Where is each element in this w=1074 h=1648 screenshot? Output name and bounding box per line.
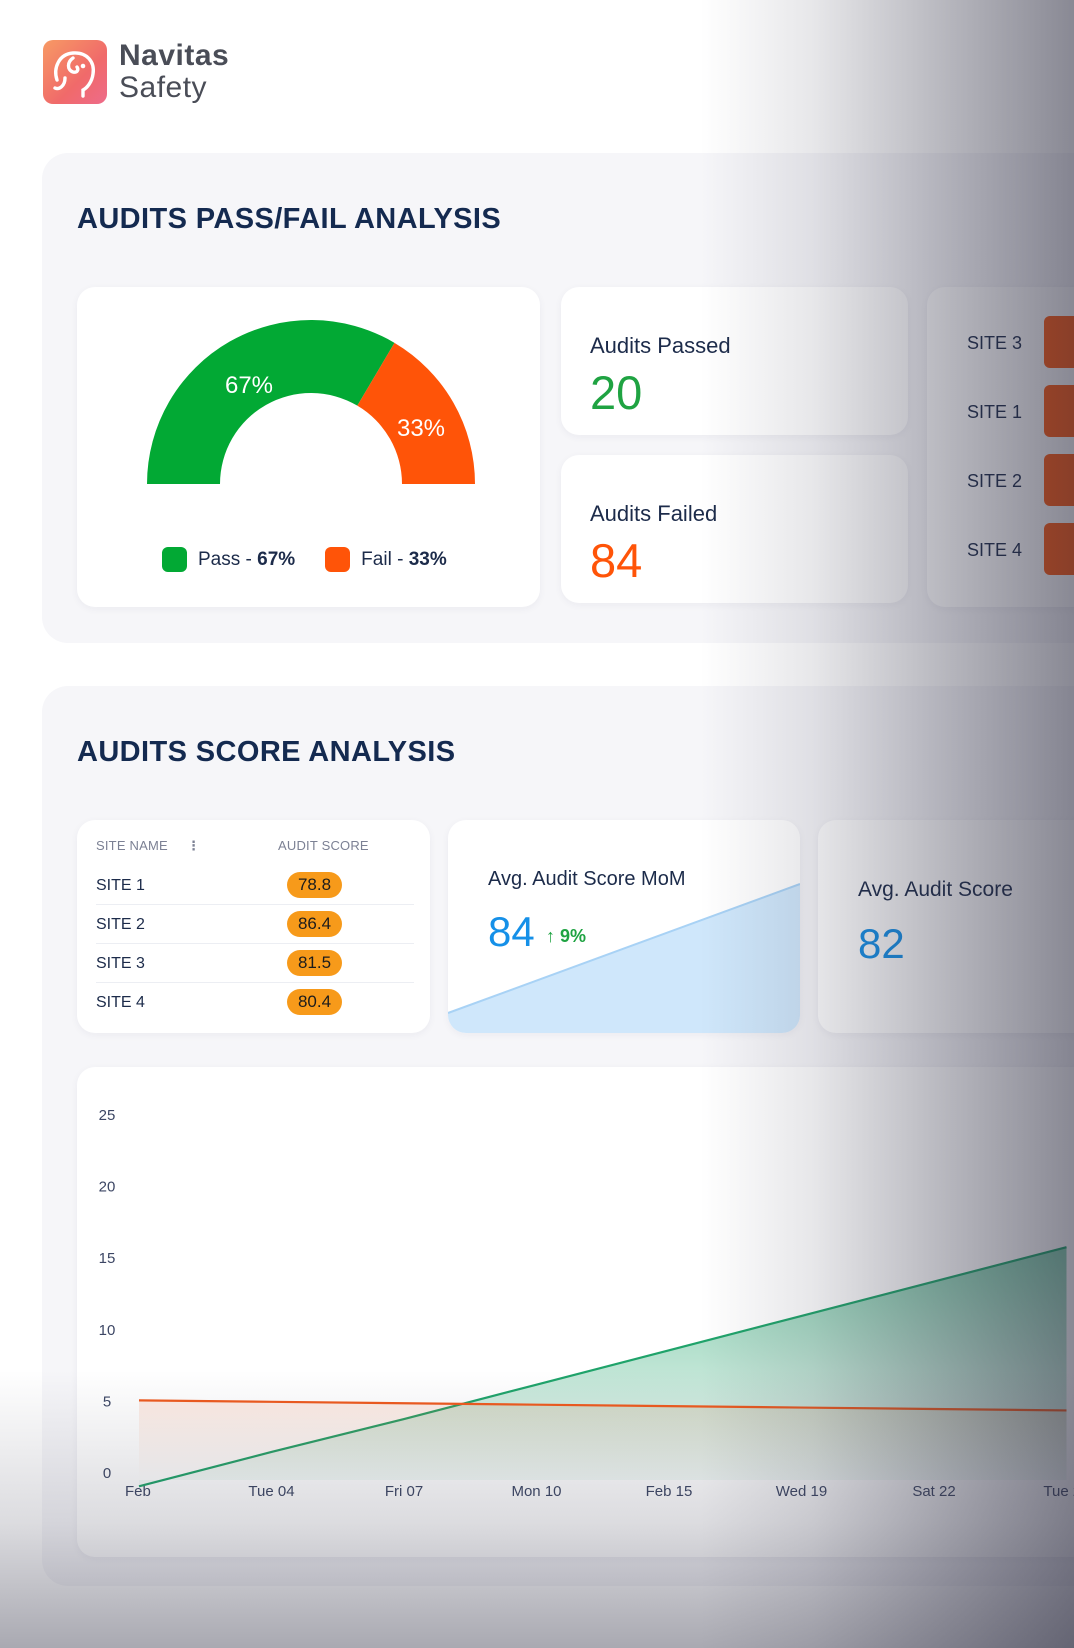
y-tick-label: 0 (103, 1465, 111, 1482)
fail-swatch-icon (325, 547, 351, 572)
pass-fail-title: AUDITS PASS/FAIL ANALYSIS (77, 203, 502, 235)
brand-logo[interactable]: Navitas Safety (43, 40, 229, 104)
site-label: SITE 3 (967, 333, 1023, 353)
score-trend-chart: 25 20 15 10 5 0 Feb Tue 04 Fri 07 Mon 10 Feb 15 Wed… (99, 1107, 1074, 1500)
score-badge: 80.4 (287, 989, 342, 1015)
row-site: SITE 4 (96, 994, 145, 1011)
pass-swatch-icon (162, 547, 187, 572)
avg-value: 82 (858, 920, 905, 967)
brand-subname: Safety (119, 71, 208, 104)
y-tick-label: 25 (99, 1107, 116, 1124)
legend-fail-label: Fail - (361, 548, 404, 570)
mom-label: Avg. Audit Score MoM (488, 868, 686, 890)
legend-pass-label: Pass - (198, 548, 252, 570)
arrow-up-icon: ↑ (546, 926, 555, 946)
score-badge: 78.8 (287, 872, 342, 898)
x-tick-label: Feb (125, 1483, 151, 1500)
audits-failed-value: 84 (590, 534, 643, 587)
y-tick-label: 20 (99, 1179, 116, 1196)
gauge-pass-segment[interactable] (147, 320, 395, 484)
y-tick-label: 15 (99, 1250, 116, 1267)
pass-fail-gauge-card: 67% 33% Pass - 67% Fail - 33% (77, 287, 540, 607)
avg-score-card[interactable]: Avg. Audit Score 82 (818, 820, 1074, 1033)
avg-score-mom-card[interactable]: Avg. Audit Score MoM 84 ↑ 9% (448, 820, 800, 1033)
mom-delta: ↑ 9% (546, 926, 586, 947)
table-row[interactable]: SITE 4 80.4 (96, 983, 414, 1021)
table-row[interactable]: SITE 1 78.8 (96, 866, 414, 905)
audits-passed-label: Audits Passed (590, 333, 731, 358)
col-site-name-label: SITE NAME (96, 838, 168, 853)
col-audit-score[interactable]: AUDIT SCORE (278, 838, 369, 853)
legend-pass[interactable]: Pass - 67% (162, 547, 295, 572)
table-row[interactable]: SITE 3 81.5 (96, 944, 414, 983)
series-area-fail (139, 1400, 1067, 1480)
col-site-name[interactable]: SITE NAME ⋮ (96, 838, 200, 854)
gauge-chart: 67% 33% (147, 320, 475, 484)
site-bar[interactable] (1044, 523, 1074, 575)
mom-value: 84 (488, 908, 535, 955)
x-tick-label: Tue 04 (248, 1483, 294, 1500)
site-score-table: SITE NAME ⋮ AUDIT SCORE SITE 1 78.8 SITE… (77, 820, 430, 1033)
legend-fail-value: 33% (408, 548, 447, 570)
gauge-fail-segment[interactable] (357, 342, 475, 484)
mom-delta-value: 9% (560, 926, 587, 946)
x-tick-label: Sat 22 (912, 1483, 955, 1500)
y-tick-label: 10 (99, 1322, 116, 1339)
site-fail-bars-card: SITE 3 SITE 1 SITE 2 SITE 4 (927, 287, 1074, 607)
row-site: SITE 1 (96, 877, 145, 894)
legend-fail[interactable]: Fail - 33% (325, 547, 447, 572)
table-row[interactable]: SITE 2 86.4 (96, 905, 414, 944)
x-tick-label: Mon 10 (511, 1483, 561, 1500)
avg-label: Avg. Audit Score (858, 878, 1013, 901)
site-label: SITE 1 (967, 402, 1023, 422)
x-tick-label: Fri 07 (385, 1483, 423, 1500)
audits-failed-label: Audits Failed (590, 501, 718, 526)
gauge-fail-label: 33% (397, 415, 445, 442)
legend-pass-value: 67% (257, 548, 296, 570)
x-tick-label: Feb 15 (646, 1483, 693, 1500)
site-bar[interactable] (1044, 385, 1074, 437)
row-site: SITE 3 (96, 955, 145, 972)
gauge-legend: Pass - 67% Fail - 33% (162, 547, 477, 572)
x-tick-label: Tue 25 (1043, 1483, 1074, 1500)
audits-passed-card[interactable]: Audits Passed 20 (561, 287, 908, 435)
x-tick-label: Wed 19 (776, 1483, 827, 1500)
score-title: AUDITS SCORE ANALYSIS (77, 736, 456, 768)
gauge-pass-label: 67% (225, 372, 273, 399)
audits-failed-card[interactable]: Audits Failed 84 (561, 455, 908, 603)
site-label: SITE 2 (967, 471, 1023, 491)
more-vertical-icon[interactable]: ⋮ (186, 838, 201, 853)
elephant-logo-icon (43, 40, 107, 104)
audits-passed-value: 20 (590, 366, 643, 419)
site-label: SITE 4 (967, 540, 1023, 560)
score-trend-chart-card: 25 20 15 10 5 0 Feb Tue 04 Fri 07 Mon 10 Feb 15 Wed… (77, 1067, 1074, 1557)
score-badge: 81.5 (287, 950, 342, 976)
brand-name: Navitas (119, 39, 230, 72)
row-site: SITE 2 (96, 916, 145, 933)
site-bar[interactable] (1044, 454, 1074, 506)
score-badge: 86.4 (287, 911, 342, 937)
mom-area-fill (448, 884, 800, 1033)
site-bar[interactable] (1044, 316, 1074, 368)
y-tick-label: 5 (103, 1393, 111, 1410)
